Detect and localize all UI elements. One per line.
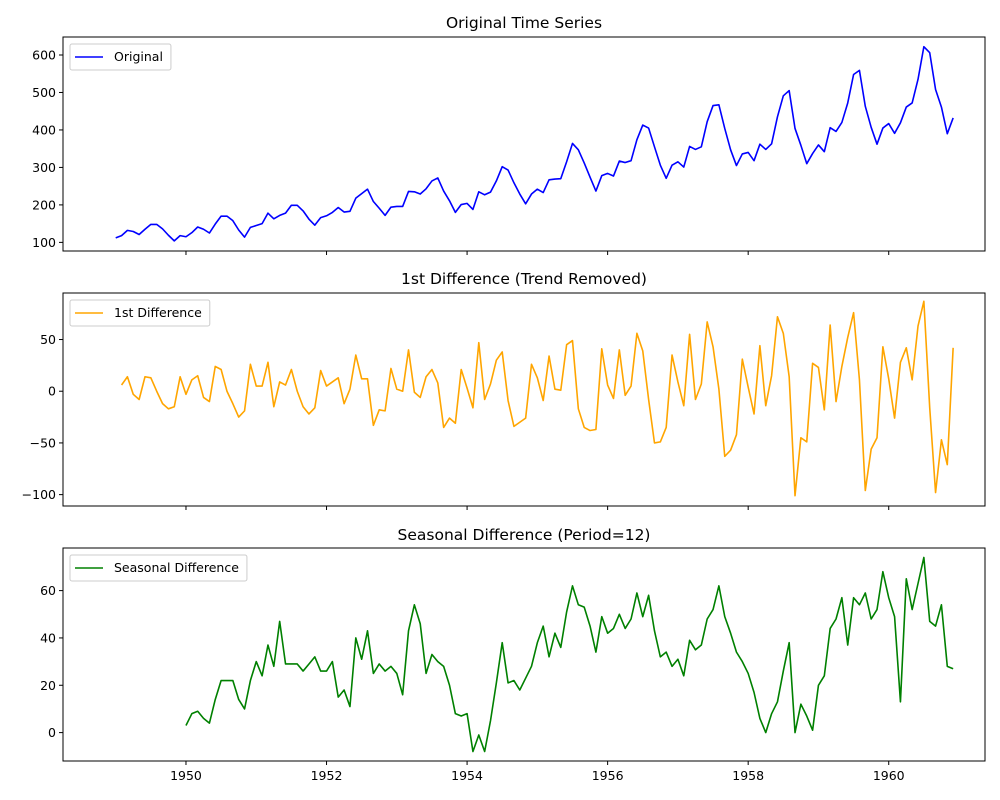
- y-tick-label: 100: [32, 235, 56, 250]
- y-tick-label: 50: [40, 332, 56, 347]
- y-tick-label: −100: [22, 487, 56, 502]
- legend-box: [69, 299, 211, 327]
- legend: 1st Difference: [69, 299, 211, 327]
- x-tick-label: 1960: [873, 768, 905, 783]
- y-tick-label: 500: [32, 85, 56, 100]
- chart-title: Original Time Series: [446, 14, 602, 32]
- y-tick-label: 40: [40, 630, 56, 645]
- panel-first-difference: 1st Difference (Trend Removed) −100 −50 0 5…: [22, 270, 986, 510]
- legend-box: [69, 43, 172, 71]
- x-tick-label: 1954: [451, 768, 483, 783]
- chart-title: Seasonal Difference (Period=12): [398, 526, 651, 544]
- x-tick-label: 1958: [732, 768, 764, 783]
- legend-label: Seasonal Difference: [114, 560, 239, 575]
- y-tick-label: 300: [32, 160, 56, 175]
- legend: Seasonal Difference: [69, 554, 248, 582]
- series-line-seasonal-difference: [185, 556, 954, 753]
- y-tick-label: 20: [40, 678, 56, 693]
- chart-title: 1st Difference (Trend Removed): [401, 270, 647, 288]
- axes-frame: [62, 547, 986, 762]
- y-tick-label: 200: [32, 197, 56, 212]
- y-tick-label: 600: [32, 47, 56, 62]
- axes-frame: [62, 292, 986, 507]
- legend: Original: [69, 43, 172, 71]
- panel-original: Original Time Series 100200300400500600 …: [32, 14, 986, 255]
- legend-label: 1st Difference: [114, 305, 202, 320]
- y-tick-label: 60: [40, 583, 56, 598]
- x-tick-label: 1956: [592, 768, 624, 783]
- axes-frame: [62, 36, 986, 252]
- x-tick-label: 1950: [170, 768, 202, 783]
- x-tick-label: 1952: [311, 768, 343, 783]
- y-tick-label: −50: [30, 435, 56, 450]
- series-line-original: [115, 45, 954, 242]
- legend-box: [69, 554, 248, 582]
- series-line-first-difference: [120, 300, 954, 497]
- y-tick-label: 0: [48, 725, 56, 740]
- panel-seasonal-difference: Seasonal Difference (Period=12) 0 20 40 60 1…: [40, 526, 986, 783]
- legend-label: Original: [114, 49, 163, 64]
- y-tick-label: 0: [48, 384, 56, 399]
- y-tick-label: 400: [32, 122, 56, 137]
